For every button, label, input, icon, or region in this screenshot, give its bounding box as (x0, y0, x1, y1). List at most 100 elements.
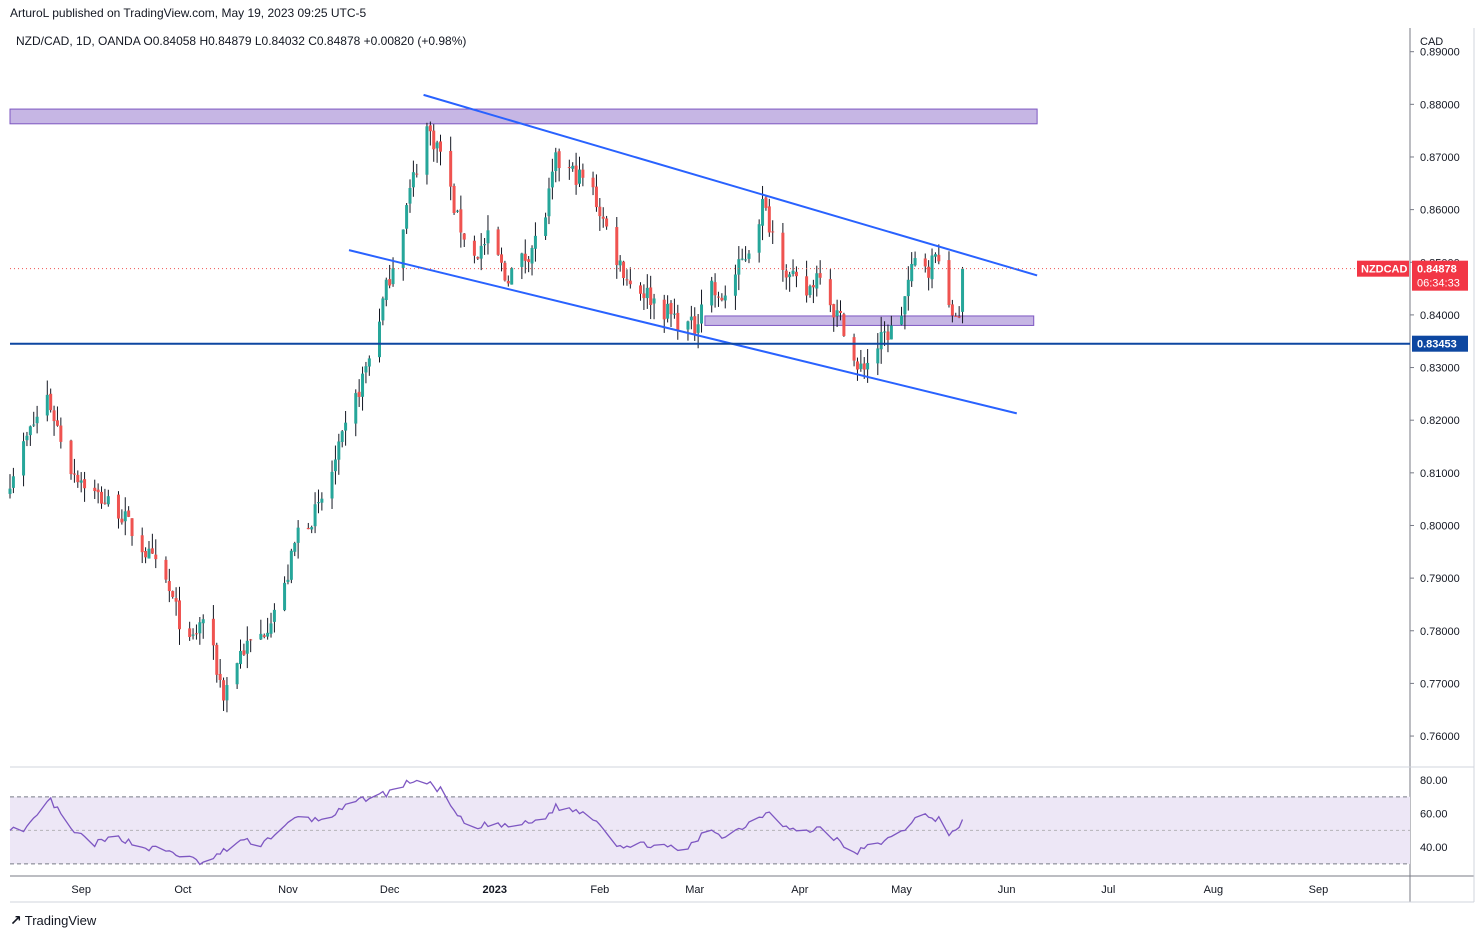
candle-body[interactable] (693, 316, 697, 334)
candle-body[interactable] (672, 313, 676, 315)
candle-body[interactable] (262, 635, 266, 637)
candle-body[interactable] (550, 171, 554, 188)
candle-body[interactable] (571, 165, 575, 169)
candle-body[interactable] (79, 480, 83, 483)
candle-body[interactable] (625, 279, 629, 281)
candle-body[interactable] (930, 255, 934, 280)
candle-body[interactable] (174, 598, 178, 602)
candle-body[interactable] (835, 310, 839, 317)
candle-body[interactable] (862, 363, 866, 370)
candle-body[interactable] (639, 285, 643, 294)
candle-body[interactable] (411, 172, 415, 188)
candle-body[interactable] (286, 579, 290, 582)
candle-body[interactable] (449, 150, 453, 187)
candle-body[interactable] (900, 315, 904, 325)
candle-body[interactable] (479, 245, 483, 259)
candle-body[interactable] (645, 287, 649, 299)
candle-body[interactable] (239, 650, 243, 665)
candle-body[interactable] (716, 296, 720, 298)
candle-body[interactable] (530, 247, 534, 264)
candle-body[interactable] (784, 270, 788, 278)
candle-body[interactable] (269, 623, 273, 634)
candle-body[interactable] (720, 297, 724, 301)
candle-body[interactable] (8, 488, 12, 494)
candle-body[interactable] (259, 633, 263, 640)
candle-body[interactable] (249, 639, 253, 641)
candle-body[interactable] (781, 232, 785, 270)
candle-body[interactable] (886, 331, 890, 341)
candle-body[interactable] (123, 511, 127, 522)
candle-body[interactable] (116, 494, 120, 519)
candle-body[interactable] (740, 258, 744, 260)
candle-body[interactable] (215, 644, 219, 675)
candle-body[interactable] (316, 502, 320, 504)
candle-body[interactable] (140, 535, 144, 553)
candle-body[interactable] (144, 550, 148, 558)
candle-body[interactable] (384, 279, 388, 300)
candle-body[interactable] (591, 177, 595, 188)
candle-body[interactable] (401, 229, 405, 268)
candle-body[interactable] (855, 361, 859, 370)
candle-body[interactable] (500, 254, 504, 263)
candle-body[interactable] (764, 197, 768, 208)
candle-body[interactable] (557, 151, 561, 169)
candle-body[interactable] (794, 271, 798, 277)
candle-body[interactable] (622, 261, 626, 279)
candle-body[interactable] (35, 416, 39, 424)
brand-footer[interactable]: ↗ TradingView (10, 912, 96, 929)
candle-body[interactable] (832, 304, 836, 318)
candle-body[interactable] (594, 186, 598, 208)
candle-body[interactable] (577, 169, 581, 184)
candle-body[interactable] (28, 426, 32, 436)
candle-body[interactable] (293, 543, 297, 552)
candle-body[interactable] (69, 440, 73, 475)
candle-body[interactable] (367, 358, 371, 367)
candle-body[interactable] (923, 258, 927, 267)
candle-body[interactable] (598, 206, 602, 217)
candle-body[interactable] (337, 441, 341, 460)
candle-body[interactable] (506, 280, 510, 284)
candle-body[interactable] (696, 324, 700, 333)
candle-body[interactable] (320, 498, 324, 503)
candle-body[interactable] (581, 169, 585, 178)
candle-body[interactable] (218, 673, 222, 681)
candle-body[interactable] (771, 231, 775, 233)
candle-body[interactable] (666, 303, 670, 319)
candle-body[interactable] (767, 206, 771, 233)
candle-body[interactable] (357, 391, 361, 397)
candle-body[interactable] (191, 634, 195, 636)
candle-body[interactable] (527, 259, 531, 263)
candle-body[interactable] (120, 518, 124, 523)
candle-body[interactable] (747, 253, 751, 259)
candle-body[interactable] (476, 257, 480, 259)
candle-body[interactable] (222, 680, 226, 701)
candle-body[interactable] (913, 258, 917, 266)
candle-body[interactable] (405, 205, 409, 229)
candle-body[interactable] (167, 581, 171, 592)
candle-body[interactable] (310, 527, 314, 530)
candle-body[interactable] (652, 298, 656, 304)
candle-body[interactable] (306, 527, 310, 530)
candle-body[interactable] (496, 229, 500, 255)
candle-body[interactable] (150, 548, 154, 554)
candle-body[interactable] (903, 296, 907, 315)
candle-body[interactable] (744, 259, 748, 261)
candle-body[interactable] (842, 314, 846, 336)
candle-body[interactable] (889, 325, 893, 340)
candle-body[interactable] (879, 332, 883, 350)
candle-body[interactable] (452, 185, 456, 213)
candle-body[interactable] (432, 130, 436, 150)
candle-body[interactable] (76, 474, 80, 483)
trendline-upper[interactable] (423, 93, 1038, 277)
candle-body[interactable] (93, 487, 97, 492)
candle-body[interactable] (354, 393, 358, 424)
candle-body[interactable] (605, 218, 609, 227)
candle-body[interactable] (245, 640, 249, 654)
candle-body[interactable] (55, 420, 59, 426)
candle-body[interactable] (100, 491, 104, 504)
candle-body[interactable] (642, 293, 646, 299)
candle-body[interactable] (733, 274, 737, 296)
candle-body[interactable] (927, 266, 931, 278)
candle-body[interactable] (805, 276, 809, 296)
candle-body[interactable] (198, 622, 202, 634)
